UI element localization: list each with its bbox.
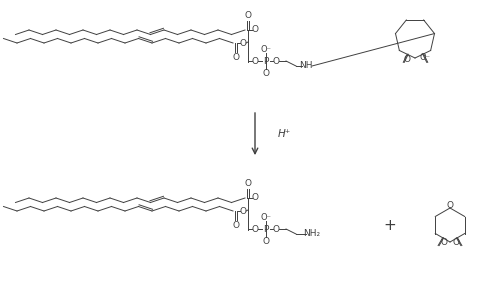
Text: O: O [452, 238, 460, 247]
Text: O: O [272, 224, 280, 234]
Text: O⁻: O⁻ [260, 44, 272, 53]
Text: O: O [244, 11, 252, 20]
Text: O: O [232, 53, 239, 61]
Text: O: O [446, 201, 454, 210]
Text: O⁻: O⁻ [260, 212, 272, 222]
Text: NH: NH [299, 61, 313, 71]
Text: O: O [252, 193, 258, 203]
Text: O: O [252, 26, 258, 34]
Text: O⁻: O⁻ [419, 53, 430, 62]
Text: NH₂: NH₂ [304, 230, 320, 238]
Text: O: O [252, 57, 258, 65]
Text: P: P [264, 57, 268, 65]
Text: +: + [384, 218, 396, 232]
Text: O: O [252, 224, 258, 234]
Text: O: O [404, 55, 411, 64]
Text: O: O [262, 236, 270, 245]
Text: O: O [232, 220, 239, 230]
Text: O: O [272, 57, 280, 65]
Text: O: O [440, 238, 448, 247]
Text: O: O [240, 207, 246, 216]
Text: P: P [264, 224, 268, 234]
Text: O: O [262, 69, 270, 77]
Text: H⁺: H⁺ [278, 129, 291, 139]
Text: O: O [240, 38, 246, 48]
Text: O: O [244, 179, 252, 189]
